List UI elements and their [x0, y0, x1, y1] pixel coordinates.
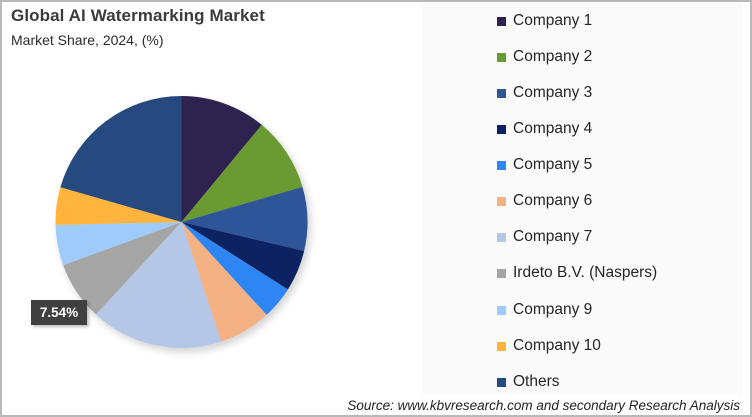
legend-item-company-3[interactable]: Company 3 — [497, 83, 592, 103]
legend-swatch-icon — [497, 88, 506, 98]
chart-title: Global AI Watermarking Market — [11, 6, 265, 25]
legend-swatch-icon — [497, 52, 506, 62]
legend-swatch-icon — [497, 305, 506, 315]
legend-item-company-1[interactable]: Company 1 — [497, 11, 592, 31]
legend-label: Company 4 — [513, 120, 593, 137]
legend-label: Company 2 — [513, 48, 593, 65]
legend-swatch-icon — [497, 160, 506, 170]
legend-item-company-6[interactable]: Company 6 — [497, 191, 592, 211]
legend-item-company-2[interactable]: Company 2 — [497, 47, 592, 67]
chart-subtitle: Market Share, 2024, (%) — [11, 32, 164, 48]
pie-slice-company-10[interactable] — [55, 187, 182, 225]
legend-label: Company 1 — [513, 12, 593, 29]
legend-swatch-icon — [497, 268, 506, 278]
legend-label: Company 10 — [513, 337, 601, 354]
legend-label: Company 7 — [513, 228, 593, 245]
legend-swatch-icon — [497, 16, 506, 26]
legend-item-company-9[interactable]: Company 9 — [497, 300, 592, 320]
pie-slice-irdeto-b-v-naspers[interactable] — [63, 222, 182, 315]
legend-item-irdeto[interactable]: Irdeto B.V. (Naspers) — [497, 263, 657, 283]
legend-swatch-icon — [497, 124, 506, 134]
legend-label: Irdeto B.V. (Naspers) — [513, 264, 658, 281]
legend-label: Company 5 — [513, 156, 593, 173]
pie-slice-company-7[interactable] — [95, 222, 222, 349]
legend-swatch-icon — [497, 232, 506, 242]
pie-chart-svg — [55, 96, 308, 349]
legend-item-company-4[interactable]: Company 4 — [497, 119, 592, 139]
legend-label: Company 3 — [513, 84, 593, 101]
pie-slice-company-1[interactable] — [181, 96, 262, 222]
legend-item-company-5[interactable]: Company 5 — [497, 155, 592, 175]
legend-item-company-7[interactable]: Company 7 — [497, 227, 592, 247]
source-note: Source: www.kbvresearch.com and secondar… — [347, 398, 740, 413]
legend-label: Others — [513, 373, 560, 390]
legend-swatch-icon — [497, 196, 506, 206]
pie-chart — [55, 96, 308, 349]
pie-slice-others[interactable] — [60, 96, 182, 222]
legend-item-company-10[interactable]: Company 10 — [497, 336, 601, 356]
pie-slice-company-2[interactable] — [181, 124, 303, 222]
pie-slice-company-3[interactable] — [181, 186, 308, 252]
pie-slice-company-9[interactable] — [55, 222, 182, 266]
pie-slice-company-6[interactable] — [181, 222, 267, 342]
legend-swatch-icon — [497, 341, 506, 351]
legend-label: Company 6 — [513, 192, 593, 209]
pie-slice-company-4[interactable] — [181, 222, 305, 290]
legend-swatch-icon — [497, 377, 506, 387]
irdeto-data-label: 7.54% — [31, 300, 87, 325]
legend-panel — [422, 3, 742, 395]
legend-item-others[interactable]: Others — [497, 372, 560, 392]
pie-slice-company-5[interactable] — [181, 222, 288, 315]
legend-label: Company 9 — [513, 301, 593, 318]
pie-slices — [55, 96, 308, 349]
